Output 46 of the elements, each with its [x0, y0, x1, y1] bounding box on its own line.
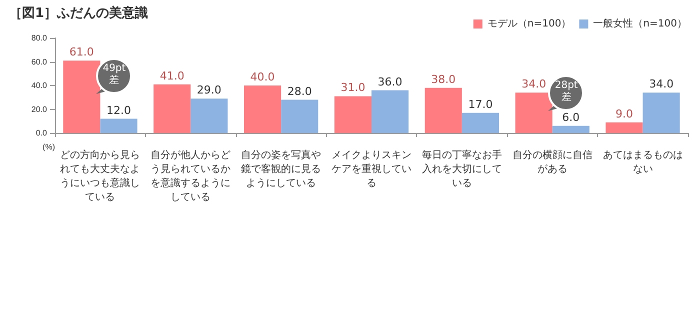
bar	[63, 60, 100, 133]
x-tick-label: 自分の姿を写真や鏡で客観的に見るようにしている	[240, 149, 322, 191]
bar	[515, 92, 552, 133]
bar	[372, 90, 409, 133]
data-label: 12.0	[106, 104, 131, 117]
data-label: 28.0	[287, 84, 312, 98]
bar	[424, 88, 462, 133]
data-label: 31.0	[340, 81, 366, 94]
y-tick-label: 40.0	[31, 81, 48, 90]
annotation: 28pt 差	[554, 80, 579, 104]
x-tick-label: あてはまるものはない	[602, 149, 684, 177]
bar	[462, 112, 500, 133]
data-label: 17.0	[468, 98, 493, 111]
data-label: 61.0	[69, 46, 94, 59]
data-label: 38.0	[431, 72, 456, 86]
y-tick-label: 60.0	[31, 57, 48, 66]
x-tick-label: 毎日の丁寧なお手入れを大切にしている	[420, 149, 503, 191]
bar	[281, 100, 318, 133]
data-label: 34.0	[522, 78, 546, 91]
bar	[606, 122, 643, 133]
data-label: 41.0	[160, 69, 184, 82]
y-axis-title: (%)	[42, 142, 56, 152]
bar	[190, 98, 228, 133]
x-tick-label: 自分の横顔に自信がある	[511, 149, 594, 177]
y-tick-label: 0.0	[36, 128, 48, 138]
bar	[552, 126, 590, 133]
bar	[642, 92, 680, 133]
legend-label: モデル（n=100）	[487, 18, 572, 30]
data-label: 40.0	[250, 70, 275, 84]
chart-title: ［図1］ふだんの美意識	[9, 5, 148, 21]
data-label: 36.0	[378, 75, 402, 88]
bar	[100, 118, 138, 133]
bar	[154, 84, 191, 133]
x-tick-label: メイクよりスキンケアを重視している	[330, 149, 412, 191]
x-tick-label: 自分が他人からどう見られているかを意識するようにしている	[150, 149, 232, 205]
y-tick-label: 20.0	[31, 104, 48, 114]
y-tick-label: 80.0	[31, 34, 48, 42]
data-label: 6.0	[562, 110, 580, 124]
data-label: 34.0	[649, 78, 674, 91]
x-tick-label: どの方向から見られても大丈夫なようにいつも意識している	[59, 149, 142, 205]
data-label: 9.0	[616, 107, 633, 120]
annotation: 49pt 差	[102, 63, 127, 87]
bar	[244, 86, 282, 133]
legend-label: 一般女性（n=100）	[593, 18, 688, 30]
bar	[334, 96, 372, 133]
data-label: 29.0	[196, 84, 222, 97]
